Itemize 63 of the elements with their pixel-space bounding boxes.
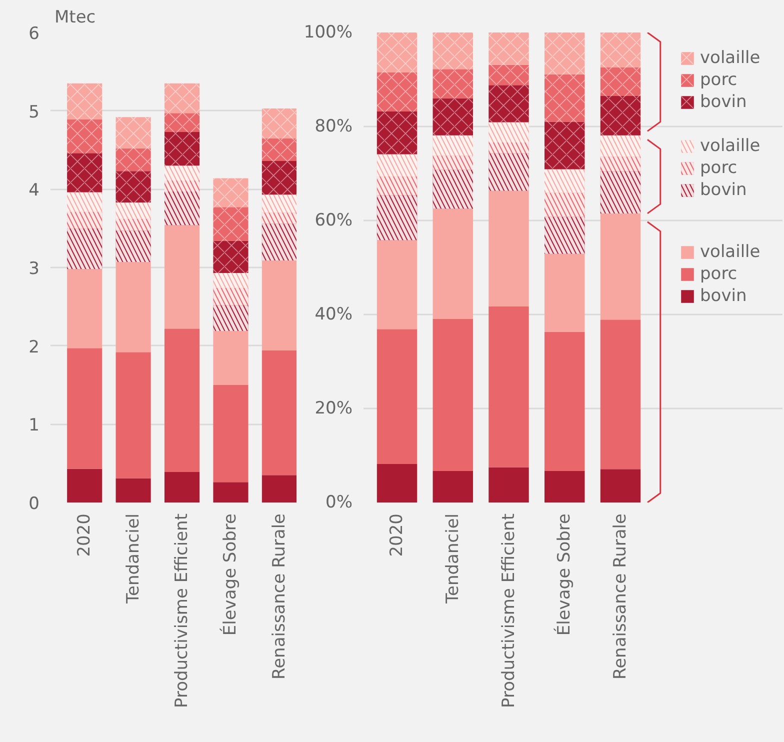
bar: [544, 254, 585, 332]
x-tick-label: Tendanciel: [123, 513, 144, 604]
bar: [116, 352, 151, 478]
y-tick-label: 60%: [314, 210, 353, 230]
bar: [432, 471, 473, 502]
y-tick-label: 6: [28, 24, 40, 44]
bar: [376, 329, 418, 464]
x-tick-label: Élevage Sobre: [554, 513, 575, 636]
bar: [213, 330, 248, 385]
bar: [544, 471, 585, 502]
x-tick-label: Tendanciel: [442, 513, 463, 604]
legend-label: bovin: [700, 92, 747, 112]
bar: [544, 332, 585, 472]
legend-label: bovin: [700, 180, 747, 200]
y-tick-label: 20%: [314, 398, 353, 418]
bar: [488, 306, 529, 468]
x-tick-label: 2020: [387, 514, 408, 557]
bar: [116, 478, 151, 502]
bar: [488, 190, 529, 307]
x-tick-label: Renaissance Rurale: [610, 513, 630, 680]
legend-label: volaille: [700, 48, 760, 68]
bar: [67, 269, 102, 348]
bar: [432, 208, 473, 319]
bar: [600, 320, 641, 470]
bar: [600, 469, 641, 502]
bar: [600, 213, 641, 320]
bar: [116, 262, 151, 352]
bar: [67, 348, 102, 469]
y-tick-label: 3: [28, 259, 40, 279]
bar: [213, 482, 248, 502]
x-tick-label: Renaissance Rurale: [269, 513, 290, 680]
x-tick-label: Élevage Sobre: [220, 513, 241, 636]
y-tick-label: 5: [28, 102, 40, 122]
y-tick-label: 80%: [314, 116, 353, 136]
y-tick-label: 4: [28, 180, 40, 201]
bar: [164, 328, 200, 472]
bar: [262, 475, 296, 502]
bar: [67, 468, 102, 502]
bar: [262, 350, 296, 476]
legend-label: porc: [700, 70, 738, 90]
y-tick-label: 100%: [304, 22, 353, 42]
legend-label: volaille: [700, 136, 760, 156]
y-tick-label: 40%: [314, 304, 353, 324]
legend-label: porc: [700, 158, 738, 178]
bar: [164, 472, 200, 502]
y-tick-label: 0%: [326, 492, 353, 512]
bar: [376, 464, 418, 502]
y-axis-title: Mtec: [54, 8, 96, 28]
bar: [164, 225, 200, 329]
legend-label: porc: [700, 264, 738, 284]
bar: [432, 318, 473, 472]
y-tick-label: 2: [28, 337, 40, 358]
legend-label: volaille: [700, 242, 760, 262]
x-tick-label: 2020: [74, 514, 95, 557]
bar: [262, 260, 296, 351]
y-tick-label: 1: [28, 416, 40, 436]
y-tick-label: 0: [28, 494, 40, 514]
legend-label: bovin: [700, 286, 747, 306]
bar: [376, 240, 418, 330]
x-tick-label: Productivisme Efficient: [498, 513, 519, 708]
bar: [213, 385, 248, 482]
x-tick-label: Productivisme Efficient: [172, 513, 192, 708]
bar: [488, 467, 529, 502]
